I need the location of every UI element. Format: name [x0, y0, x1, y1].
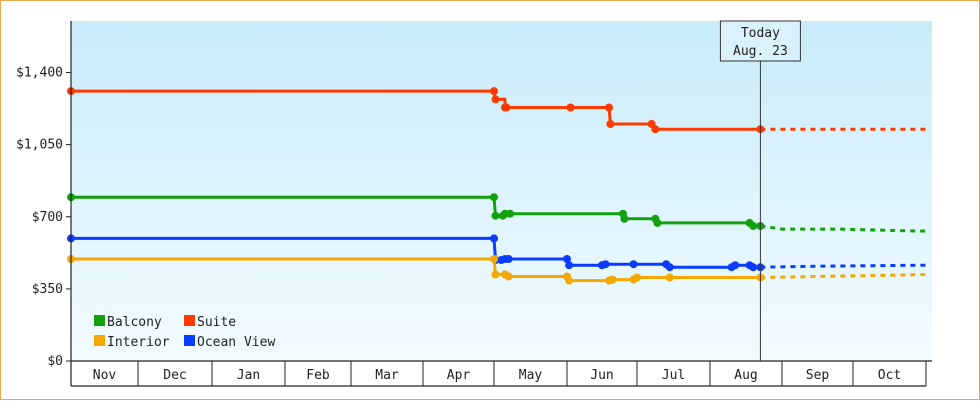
data-point[interactable]: [731, 261, 740, 270]
data-point[interactable]: [653, 218, 662, 227]
data-point[interactable]: [620, 214, 629, 223]
data-point[interactable]: [601, 260, 610, 269]
month-label: Feb: [306, 368, 330, 383]
data-point[interactable]: [565, 261, 574, 270]
data-point[interactable]: [506, 209, 515, 218]
data-point[interactable]: [490, 234, 498, 243]
data-point[interactable]: [491, 270, 500, 279]
legend-swatch: [94, 335, 105, 346]
data-point[interactable]: [608, 275, 617, 284]
today-label: Today: [741, 26, 780, 41]
legend-label: Balcony: [107, 315, 162, 330]
y-tick-label: $700: [32, 210, 63, 225]
month-label: Jun: [590, 368, 613, 383]
month-label: Apr: [447, 368, 471, 383]
data-point[interactable]: [491, 95, 500, 104]
series-ocean-view: [67, 234, 927, 272]
y-tick-label: $350: [32, 282, 63, 297]
data-point[interactable]: [665, 263, 674, 272]
today-date: Aug. 23: [733, 44, 788, 59]
month-label: Aug: [734, 368, 757, 383]
legend-label: Ocean View: [197, 335, 275, 350]
data-point[interactable]: [749, 263, 758, 272]
data-point[interactable]: [605, 103, 613, 112]
legend-swatch: [184, 335, 195, 346]
month-label: Mar: [375, 368, 399, 383]
legend-swatch: [184, 315, 195, 326]
series-layer: [67, 87, 927, 285]
today-marker: Today Aug. 23: [719, 20, 801, 361]
data-point[interactable]: [502, 103, 511, 112]
data-point[interactable]: [651, 125, 660, 134]
data-point[interactable]: [490, 87, 498, 96]
series-balcony: [67, 193, 927, 233]
data-point[interactable]: [606, 120, 615, 128]
month-label: Jul: [662, 368, 685, 383]
month-label: Nov: [93, 368, 117, 383]
data-point[interactable]: [565, 276, 574, 285]
series-interior: [67, 255, 927, 285]
today-box: [719, 20, 801, 62]
legend-label: Suite: [197, 315, 236, 330]
month-label: Sep: [806, 368, 830, 383]
month-label: May: [519, 368, 543, 383]
legend-swatch: [94, 315, 105, 326]
series-forecast-line: [760, 224, 927, 233]
y-tick-label: $0: [47, 354, 63, 369]
data-point[interactable]: [566, 103, 575, 112]
plot-background: [71, 21, 932, 361]
data-point[interactable]: [491, 211, 500, 220]
y-tick-label: $1,400: [16, 66, 63, 81]
data-point[interactable]: [749, 222, 758, 230]
data-point[interactable]: [490, 255, 498, 263]
data-point[interactable]: [629, 260, 638, 269]
y-tick-label: $1,050: [16, 138, 63, 153]
month-label: Dec: [163, 368, 186, 383]
data-point[interactable]: [490, 193, 498, 202]
axis-layer: $0 $350 $700 $1,050 $1,400 Nov Dec Jan Feb Mar Apr…: [16, 21, 932, 387]
series-forecast-line: [760, 263, 927, 269]
data-point[interactable]: [665, 273, 674, 282]
data-point[interactable]: [504, 255, 513, 263]
legend: Balcony Suite Interior Ocean View: [94, 315, 275, 350]
data-point[interactable]: [633, 273, 641, 282]
data-point[interactable]: [563, 255, 571, 263]
legend-label: Interior: [107, 335, 170, 350]
month-label: Jan: [237, 368, 260, 383]
series-suite: [67, 87, 926, 134]
month-label: Oct: [878, 368, 901, 383]
data-point[interactable]: [504, 272, 513, 281]
